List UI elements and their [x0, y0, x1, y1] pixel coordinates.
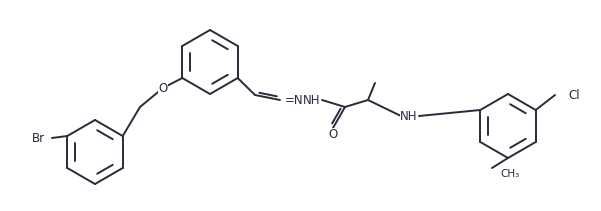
Text: O: O: [328, 128, 338, 142]
Text: NH: NH: [304, 93, 321, 107]
Text: Br: Br: [31, 131, 44, 145]
Text: =N: =N: [285, 93, 304, 107]
Text: CH₃: CH₃: [500, 169, 519, 179]
Text: O: O: [159, 81, 168, 95]
Text: Cl: Cl: [568, 88, 579, 101]
Text: NH: NH: [400, 110, 418, 123]
